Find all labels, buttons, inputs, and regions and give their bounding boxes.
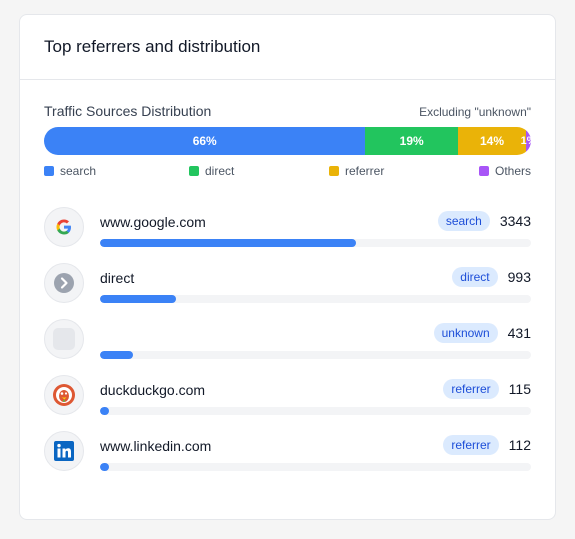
referrer-name: www.linkedin.com bbox=[100, 438, 212, 454]
legend-item-search: search bbox=[44, 164, 96, 178]
legend-item-others: Others bbox=[478, 164, 531, 178]
distribution-bar: 66% 19% 14% 1% bbox=[44, 127, 531, 155]
linkedin-icon bbox=[44, 431, 84, 471]
segment-search[interactable]: 66% bbox=[44, 127, 366, 155]
legend-swatch bbox=[329, 166, 339, 176]
referrer-row-linkedin[interactable]: www.linkedin.com referrer 112 bbox=[44, 431, 531, 487]
legend-swatch bbox=[478, 166, 489, 176]
legend-item-direct: direct bbox=[189, 164, 234, 178]
source-badge: direct bbox=[452, 267, 498, 287]
share-bar-track bbox=[100, 239, 531, 247]
referrers-card: Top referrers and distribution Traffic S… bbox=[19, 14, 556, 520]
referrer-name: direct bbox=[100, 270, 135, 286]
distribution-note: Excluding "unknown" bbox=[419, 105, 531, 119]
share-bar-fill bbox=[100, 351, 134, 359]
distribution-section: Traffic Sources Distribution Excluding "… bbox=[44, 103, 531, 178]
referrer-meta: search 3343 bbox=[437, 211, 531, 231]
legend-label: referrer bbox=[345, 164, 385, 178]
source-badge: referrer bbox=[443, 379, 499, 399]
source-badge: unknown bbox=[433, 323, 498, 343]
legend-swatch bbox=[189, 166, 199, 176]
referrer-meta: direct 993 bbox=[452, 267, 531, 287]
legend-label: search bbox=[60, 164, 97, 178]
distribution-title: Traffic Sources Distribution bbox=[44, 103, 212, 119]
referrer-row-direct[interactable]: direct direct 993 bbox=[44, 263, 531, 319]
visit-count: 115 bbox=[508, 381, 531, 397]
placeholder-icon bbox=[44, 319, 84, 359]
referrer-row-duckduckgo[interactable]: duckduckgo.com referrer 115 bbox=[44, 375, 531, 431]
segment-referrer[interactable]: 14% bbox=[457, 127, 527, 155]
google-icon bbox=[44, 207, 84, 247]
card-title: Top referrers and distribution bbox=[20, 15, 555, 80]
referrer-meta: referrer 115 bbox=[443, 379, 531, 399]
referrer-meta: referrer 112 bbox=[443, 435, 531, 455]
legend-label: Others bbox=[494, 164, 531, 178]
share-bar-track bbox=[100, 407, 531, 415]
visit-count: 993 bbox=[507, 269, 531, 285]
share-bar-fill bbox=[100, 239, 357, 247]
legend-label: direct bbox=[205, 164, 235, 178]
referrer-name: www.google.com bbox=[100, 214, 206, 230]
segment-direct[interactable]: 19% bbox=[365, 127, 458, 155]
share-bar-fill bbox=[100, 295, 177, 303]
distribution-legend: search direct referrer Others bbox=[44, 164, 531, 180]
legend-swatch bbox=[44, 166, 54, 176]
visit-count: 3343 bbox=[499, 213, 531, 229]
referrer-name: duckduckgo.com bbox=[100, 382, 206, 398]
share-bar-track bbox=[100, 295, 531, 303]
segment-others[interactable]: 1% bbox=[521, 127, 531, 155]
source-badge: search bbox=[437, 211, 490, 231]
visit-count: 112 bbox=[508, 437, 531, 453]
share-bar-track bbox=[100, 351, 531, 359]
referrer-row-unknown[interactable]: unknown 431 bbox=[44, 319, 531, 375]
referrer-row-google[interactable]: www.google.com search 3343 bbox=[44, 207, 531, 263]
referrer-meta: unknown 431 bbox=[433, 323, 531, 343]
duckduckgo-icon bbox=[44, 375, 84, 415]
arrow-right-icon bbox=[44, 263, 84, 303]
share-bar-fill bbox=[100, 463, 109, 471]
share-bar-fill bbox=[100, 407, 109, 415]
share-bar-track bbox=[100, 463, 531, 471]
legend-item-referrer: referrer bbox=[329, 164, 384, 178]
referrer-list: www.google.com search 3343 direct direct… bbox=[44, 207, 531, 487]
source-badge: referrer bbox=[443, 435, 499, 455]
visit-count: 431 bbox=[507, 325, 531, 341]
